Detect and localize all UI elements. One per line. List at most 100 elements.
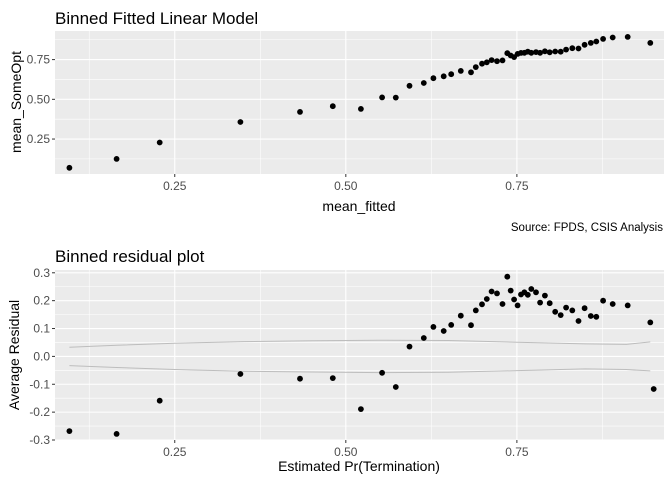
fitted-x-tick-label: 0.50 (334, 179, 358, 193)
residual-data-point (514, 302, 521, 309)
fitted-data-point (528, 49, 535, 56)
fitted-data-point (113, 156, 120, 162)
residual-data-point (524, 291, 531, 298)
residual-data-point (472, 307, 479, 314)
residual-title: Binned residual plot (55, 247, 205, 266)
residual-data-point (600, 297, 606, 304)
fitted-data-point (358, 106, 364, 112)
residual-y-tick-label: -0.3 (29, 433, 50, 447)
fitted-data-point (563, 46, 569, 53)
residual-data-point (575, 318, 582, 324)
residual-data-point (499, 301, 506, 307)
fitted-model-panel (55, 31, 664, 174)
fitted-x-tick-label: 0.75 (505, 179, 529, 193)
residual-data-point (420, 335, 427, 341)
fitted-data-point (468, 69, 474, 76)
residual-data-point (546, 300, 553, 307)
residual-data-point (329, 375, 336, 381)
residual-y-tick-label: 0.1 (33, 322, 50, 336)
fitted-y-tick-label: 0.50 (27, 92, 51, 106)
fitted-data-point (379, 94, 385, 101)
fitted-model-ticks: 0.25 0.50 0.75 0.25 0.50 0.75 (27, 53, 529, 193)
residual-data-point (647, 319, 654, 326)
fitted-data-point (609, 34, 616, 41)
residual-x-tick-label: 0.75 (505, 445, 529, 459)
residual-data-point (581, 305, 588, 312)
residual-data-point (440, 328, 447, 334)
fitted-data-point (575, 45, 582, 52)
fitted-data-point (488, 57, 495, 63)
residual-data-point (650, 386, 657, 392)
fitted-data-point (430, 75, 437, 82)
residual-data-point (379, 369, 385, 376)
residual-data-point (533, 289, 539, 296)
fitted-model-chart: Binned Fitted Linear Model 0.25 0.50 0.75 0… (8, 9, 664, 234)
residual-data-point (297, 375, 303, 382)
residual-data-point (457, 312, 464, 319)
fitted-data-point (569, 45, 576, 52)
residual-data-point (430, 324, 437, 330)
fitted-data-point (557, 48, 564, 55)
fitted-data-point (237, 119, 244, 125)
residual-data-point (483, 296, 490, 302)
residual-panel (55, 270, 664, 440)
fitted-data-point (448, 71, 455, 78)
fitted-data-point (440, 73, 447, 80)
residual-data-point (504, 273, 511, 280)
residual-data-point (237, 371, 244, 377)
fitted-model-ylabel: mean_SomeOpt (8, 51, 24, 153)
fitted-data-point (156, 139, 163, 146)
residual-data-point (587, 313, 594, 319)
fitted-data-point (647, 40, 654, 46)
fitted-data-point (479, 60, 485, 67)
fitted-data-point (483, 59, 490, 66)
fitted-model-gridlines (55, 31, 664, 174)
fitted-data-point (499, 57, 506, 64)
residual-data-point (358, 406, 364, 412)
residual-data-point (392, 384, 399, 390)
residual-data-point (113, 431, 120, 437)
residual-data-point (563, 304, 569, 311)
residual-data-point (542, 292, 548, 299)
residual-y-tick-label: 0.2 (33, 294, 50, 308)
fitted-data-point (593, 38, 600, 45)
residual-gridlines (55, 270, 664, 441)
fitted-data-point (420, 80, 427, 86)
fitted-data-point (542, 48, 548, 55)
fitted-data-point (392, 94, 399, 101)
fitted-x-tick-label: 0.25 (163, 179, 187, 193)
residual-points (66, 273, 657, 437)
residual-data-point (66, 428, 73, 434)
residual-data-point (593, 313, 600, 320)
fitted-data-point (66, 164, 73, 171)
residual-data-point (507, 287, 514, 294)
residual-x-tick-label: 0.50 (334, 445, 358, 459)
fitted-data-point (494, 58, 500, 65)
fitted-data-point (600, 36, 606, 42)
fitted-data-point (457, 68, 464, 74)
fitted-data-point (406, 82, 413, 89)
residual-y-tick-label: 0.0 (33, 349, 50, 363)
residual-data-point (156, 397, 163, 404)
residual-y-tick-label: 0.3 (33, 266, 50, 280)
residual-ylabel: Average Residual (6, 300, 22, 410)
fitted-y-tick-label: 0.75 (27, 53, 51, 67)
fitted-data-point (537, 49, 543, 56)
residual-xlabel: Estimated Pr(Termination) (278, 458, 440, 474)
source-caption: Source: FPDS, CSIS Analysis (511, 222, 663, 234)
residual-data-point (406, 343, 413, 350)
residual-data-point (494, 290, 500, 297)
residual-data-point (609, 301, 616, 307)
residual-data-point (552, 308, 559, 315)
residual-y-tick-label: -0.2 (29, 405, 50, 419)
residual-chart: Binned residual plot 0.25 0.50 0.75 -0.3 -0.… (6, 247, 664, 474)
residual-data-point (528, 286, 535, 292)
fitted-model-xlabel: mean_fitted (322, 198, 395, 214)
residual-y-tick-label: -0.1 (29, 377, 50, 391)
fitted-model-title: Binned Fitted Linear Model (55, 9, 258, 28)
residual-x-tick-label: 0.25 (163, 445, 187, 459)
fitted-data-point (552, 48, 559, 55)
fitted-data-point (624, 34, 631, 40)
residual-ticks: 0.25 0.50 0.75 -0.3 -0.2 -0.1 0.0 0.1 0.2 0.3 (29, 266, 529, 459)
